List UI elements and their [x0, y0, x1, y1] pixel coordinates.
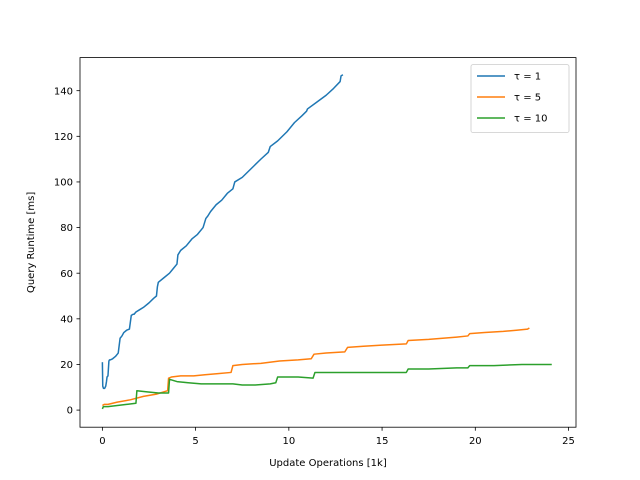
y-tick-label: 140 — [54, 86, 73, 97]
series-line-2 — [101, 327, 530, 407]
y-tick-label: 120 — [54, 132, 73, 143]
y-tick-label: 0 — [67, 406, 73, 417]
x-tick-label: 0 — [99, 436, 105, 447]
legend: τ = 1 τ = 5 τ = 10 — [470, 64, 570, 133]
x-tick-label: 5 — [192, 436, 198, 447]
y-axis-label: Query Runtime [ms] — [26, 192, 37, 293]
legend-label-2: τ = 5 — [514, 93, 541, 104]
x-tick-label: 10 — [282, 436, 295, 447]
x-axis-ticks: 0 5 10 15 20 25 — [99, 427, 575, 447]
series-line-3 — [101, 363, 552, 410]
y-tick-label: 40 — [60, 314, 73, 325]
legend-frame — [470, 64, 570, 133]
legend-label-3: τ = 10 — [514, 114, 547, 125]
series-line-1 — [101, 74, 344, 390]
x-tick-label: 25 — [562, 436, 575, 447]
y-tick-label: 80 — [60, 223, 73, 234]
x-axis-label: Update Operations [1k] — [269, 458, 387, 469]
x-tick-label: 20 — [469, 436, 482, 447]
y-tick-label: 60 — [60, 269, 73, 280]
x-tick-label: 15 — [376, 436, 389, 447]
y-tick-label: 20 — [60, 360, 73, 371]
plot-lines — [101, 74, 552, 410]
axes-frame — [79, 57, 577, 428]
y-tick-label: 100 — [54, 178, 73, 189]
y-axis-ticks: 0 20 40 60 80 100 120 140 — [54, 86, 80, 417]
legend-label-1: τ = 1 — [514, 72, 541, 83]
